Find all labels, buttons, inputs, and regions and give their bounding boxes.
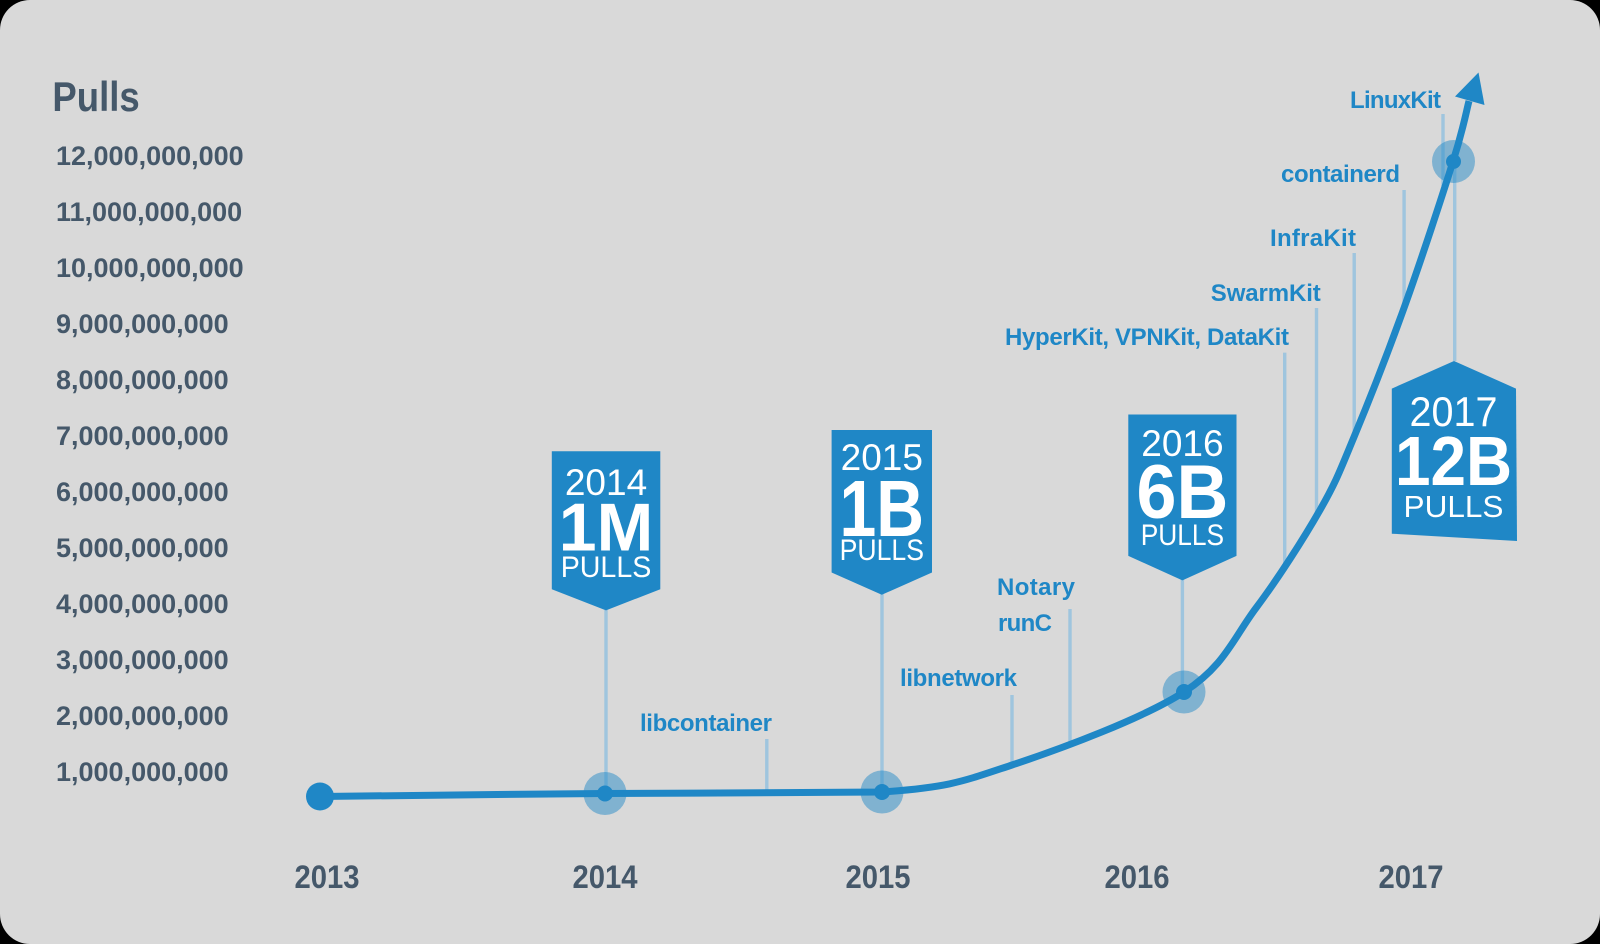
svg-text:4,000,000,000: 4,000,000,000 — [56, 589, 229, 619]
svg-text:2016: 2016 — [1104, 859, 1169, 896]
svg-text:Notary: Notary — [997, 574, 1076, 601]
svg-text:10,000,000,000: 10,000,000,000 — [56, 253, 244, 283]
svg-text:12B: 12B — [1395, 422, 1512, 500]
svg-text:2014: 2014 — [565, 462, 647, 503]
svg-text:2,000,000,000: 2,000,000,000 — [56, 701, 229, 731]
svg-text:runC: runC — [998, 610, 1052, 637]
svg-text:PULLS: PULLS — [1141, 519, 1224, 552]
svg-text:PULLS: PULLS — [840, 534, 924, 567]
svg-text:12,000,000,000: 12,000,000,000 — [56, 141, 244, 171]
svg-text:7,000,000,000: 7,000,000,000 — [56, 421, 229, 451]
svg-text:1B: 1B — [840, 464, 925, 553]
svg-text:2017: 2017 — [1378, 859, 1443, 896]
svg-text:5,000,000,000: 5,000,000,000 — [56, 533, 229, 563]
svg-text:libcontainer: libcontainer — [640, 710, 772, 737]
svg-text:PULLS: PULLS — [561, 552, 652, 584]
svg-text:2014: 2014 — [572, 859, 638, 896]
svg-text:2017: 2017 — [1410, 388, 1498, 435]
svg-text:libnetwork: libnetwork — [900, 665, 1018, 692]
svg-text:1,000,000,000: 1,000,000,000 — [56, 757, 229, 787]
svg-text:9,000,000,000: 9,000,000,000 — [56, 309, 229, 339]
svg-text:SwarmKit: SwarmKit — [1211, 280, 1321, 307]
svg-text:2015: 2015 — [845, 859, 910, 896]
svg-text:6,000,000,000: 6,000,000,000 — [56, 477, 229, 507]
svg-text:3,000,000,000: 3,000,000,000 — [56, 645, 229, 675]
svg-text:2013: 2013 — [294, 859, 359, 896]
svg-text:8,000,000,000: 8,000,000,000 — [56, 365, 229, 395]
svg-text:HyperKit, VPNKit, DataKit: HyperKit, VPNKit, DataKit — [1005, 324, 1289, 351]
svg-text:LinuxKit: LinuxKit — [1350, 87, 1441, 114]
svg-text:11,000,000,000: 11,000,000,000 — [56, 197, 242, 227]
svg-text:PULLS: PULLS — [1404, 489, 1504, 524]
svg-text:containerd: containerd — [1281, 161, 1400, 188]
svg-text:InfraKit: InfraKit — [1270, 225, 1356, 252]
svg-text:2016: 2016 — [1141, 423, 1223, 464]
svg-text:2015: 2015 — [841, 437, 923, 478]
svg-text:Pulls: Pulls — [52, 74, 139, 121]
svg-text:1M: 1M — [559, 490, 653, 566]
svg-text:6B: 6B — [1137, 449, 1229, 534]
